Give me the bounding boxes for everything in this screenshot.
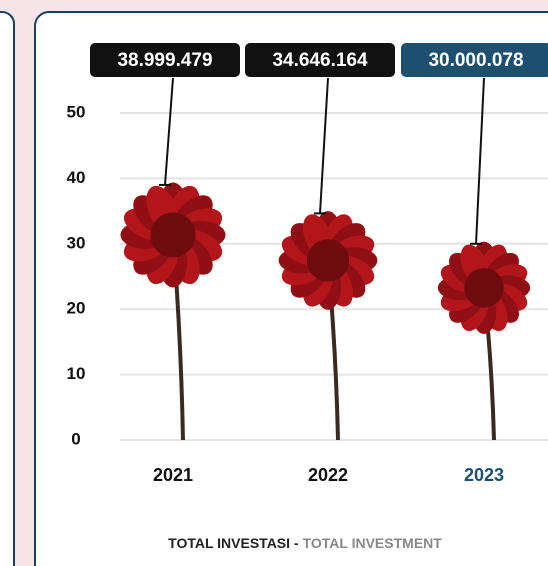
y-tick-label: 40 [67, 168, 86, 187]
y-tick-label: 0 [71, 429, 80, 448]
y-tick-label: 50 [67, 102, 86, 121]
value-box [401, 43, 548, 77]
value-label: 38.999.479 [117, 50, 212, 71]
value-label: 30.000.078 [428, 50, 523, 71]
flower [437, 241, 531, 441]
leader-line [319, 77, 329, 214]
flower-center [150, 212, 196, 258]
y-tick-label: 20 [67, 299, 86, 318]
y-tick-label: 30 [67, 233, 86, 252]
value-box [245, 43, 395, 77]
title-part: TOTAL INVESTMENT [303, 535, 443, 551]
chart-title: TOTAL INVESTASI - TOTAL INVESTMENT [168, 535, 442, 551]
y-tick-label: 10 [67, 364, 86, 383]
leader-line [475, 77, 485, 244]
flower [278, 211, 378, 441]
flower-center [306, 239, 350, 282]
title-part: TOTAL INVESTASI - [168, 535, 299, 551]
x-tick-label: 2022 [308, 465, 348, 485]
value-label: 34.646.164 [272, 50, 368, 71]
leader-line [164, 77, 174, 186]
x-tick-label: 2021 [153, 465, 193, 485]
side-panel [0, 11, 15, 566]
value-box [90, 43, 240, 77]
flower-center [464, 267, 504, 308]
x-tick-label: 2023 [464, 465, 504, 485]
flower [120, 182, 226, 441]
